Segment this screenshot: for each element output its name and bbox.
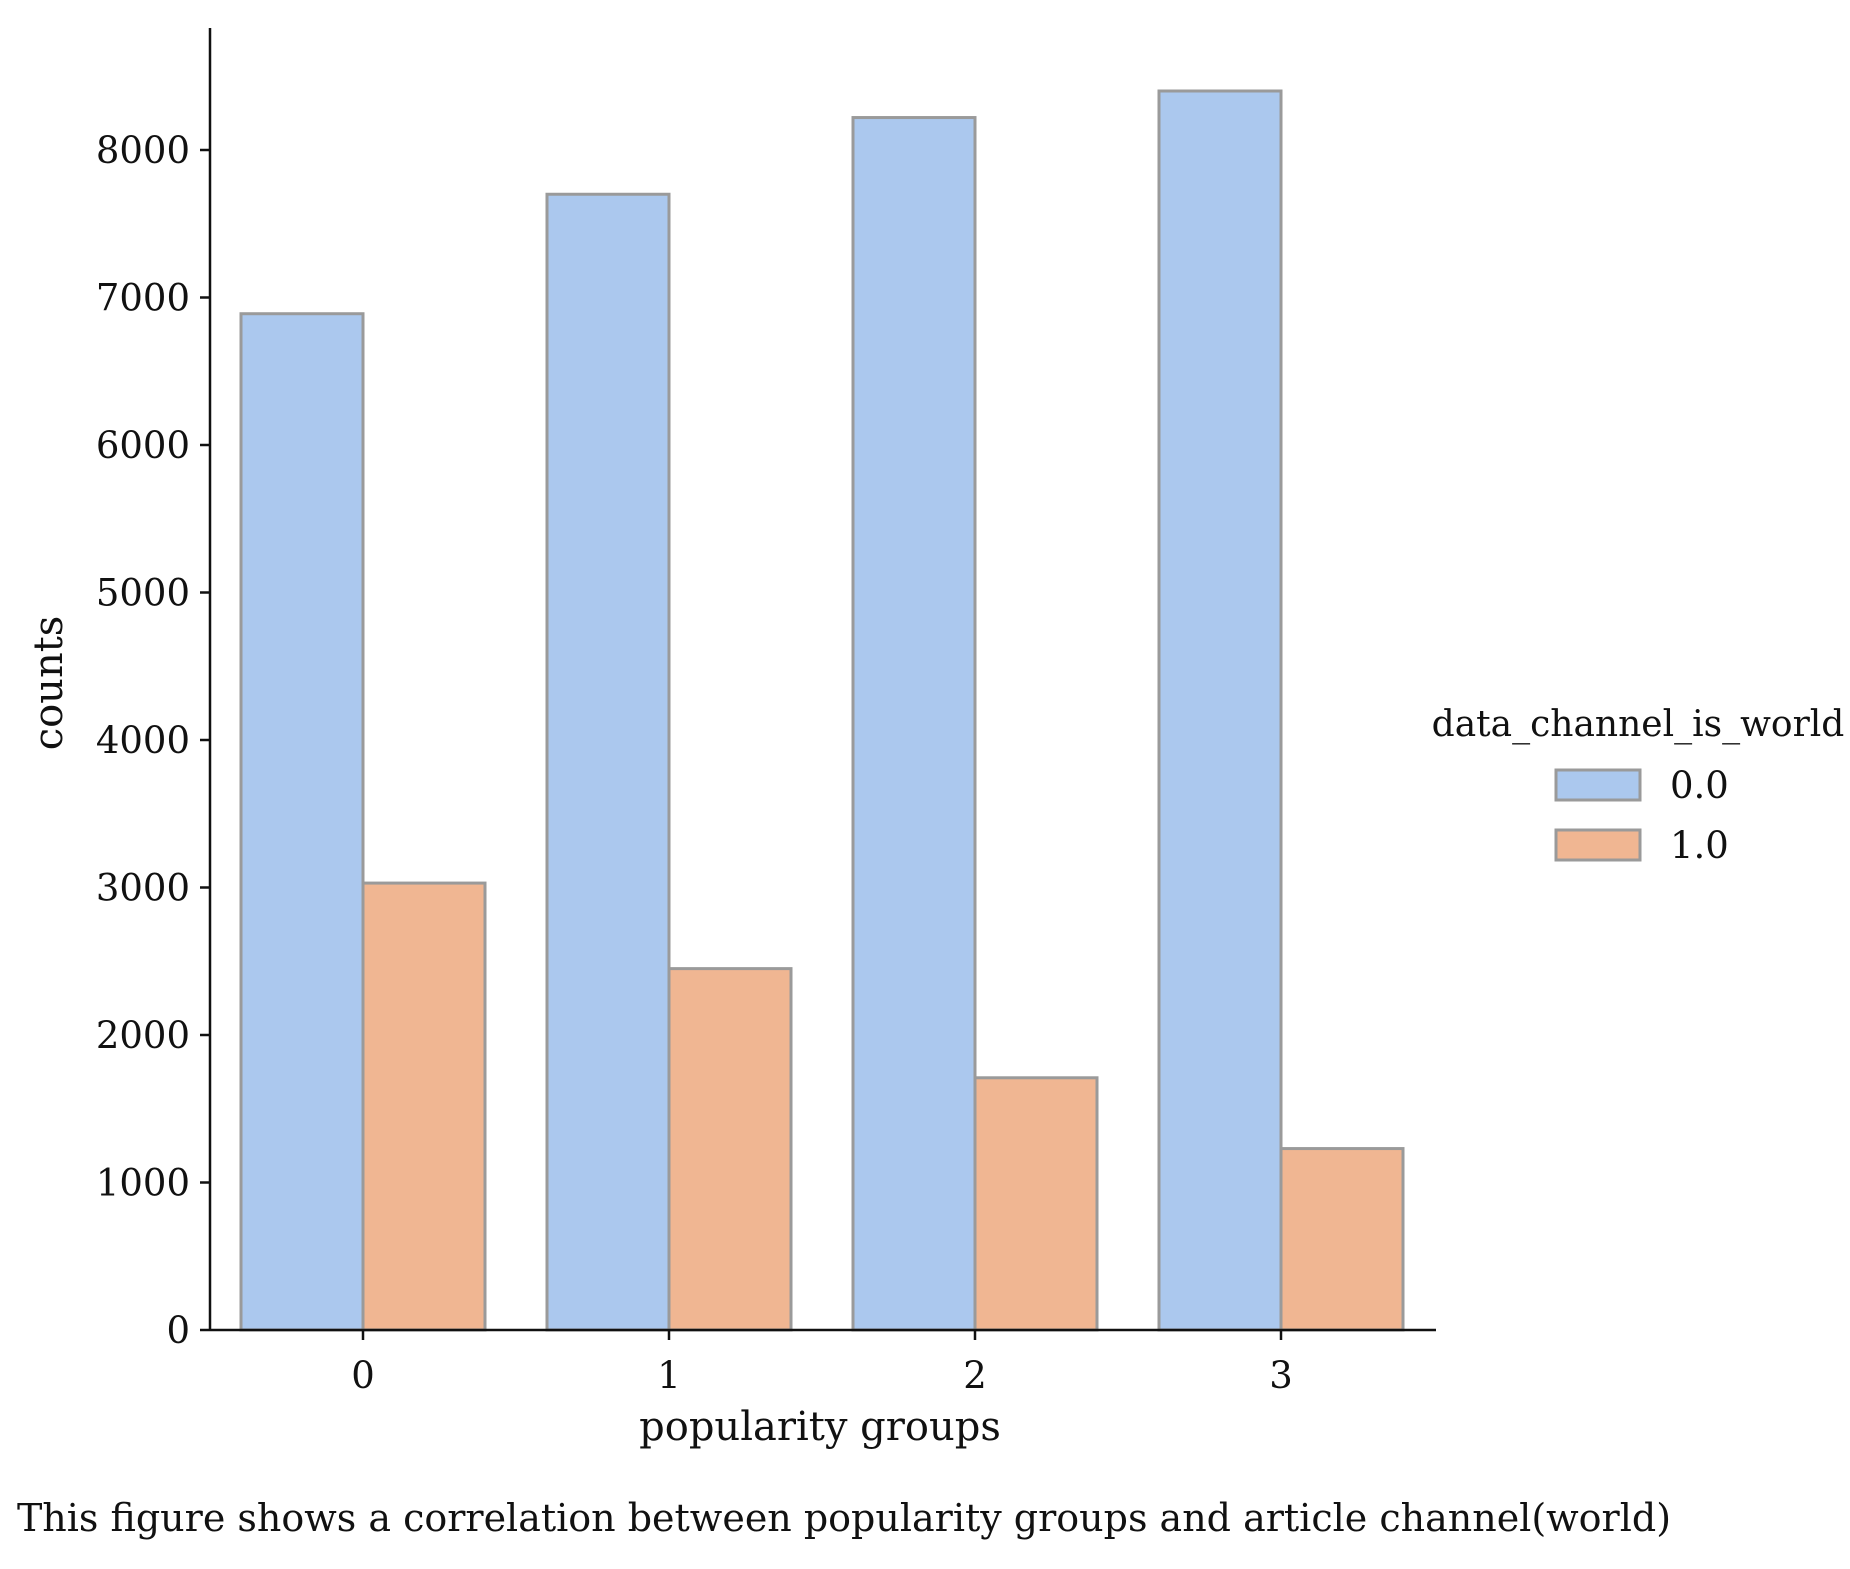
axes-layer: 0 1000 2000 3000 4000 5000 6000 7000 8000 0 1 2 3 [96, 28, 1436, 1397]
y-tick-label: 3000 [96, 867, 190, 910]
bar-series-0-cat-3 [1157, 89, 1283, 1332]
bar-series-0-cat-1 [545, 192, 671, 1332]
x-tick-label: 3 [1269, 1354, 1293, 1397]
bar-series-0-cat-2 [851, 116, 977, 1332]
y-tick-label: 0 [166, 1309, 190, 1352]
y-tick-label: 2000 [96, 1014, 190, 1057]
bar-series-1-cat-3 [1279, 1147, 1405, 1332]
figure-caption: This figure shows a correlation between … [17, 1496, 1671, 1540]
bar-series-1-cat-0 [361, 881, 487, 1332]
bars-layer [239, 89, 1405, 1332]
y-tick-label: 4000 [96, 719, 190, 762]
y-axis-label: counts [26, 616, 72, 751]
legend: data_channel_is_world 0.0 1.0 [1432, 704, 1845, 867]
y-tick-label: 6000 [96, 424, 190, 467]
legend-title: data_channel_is_world [1432, 704, 1845, 745]
legend-swatch-1 [1554, 828, 1642, 862]
bar-series-1-cat-1 [667, 967, 793, 1332]
x-tick-label: 0 [351, 1354, 375, 1397]
legend-label-0: 0.0 [1670, 764, 1729, 807]
legend-swatch-0 [1554, 768, 1642, 802]
legend-label-1: 1.0 [1670, 824, 1729, 867]
bar-series-1-cat-2 [973, 1076, 1099, 1332]
y-tick-label: 5000 [96, 572, 190, 615]
x-axis-label: popularity groups [639, 1404, 1001, 1450]
x-tick-label: 1 [657, 1354, 681, 1397]
bar-series-0-cat-0 [239, 312, 365, 1332]
y-tick-label: 7000 [96, 277, 190, 320]
y-tick-label: 8000 [96, 129, 190, 172]
y-tick-label: 1000 [96, 1162, 190, 1205]
x-tick-label: 2 [963, 1354, 987, 1397]
